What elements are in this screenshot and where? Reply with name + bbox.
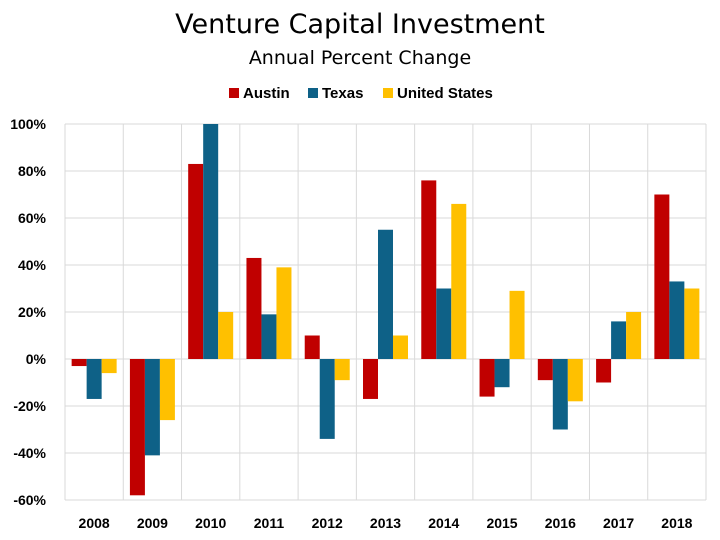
bar-austin-2012: [304, 335, 320, 359]
chart-subtitle: Annual Percent Change: [249, 47, 471, 69]
bar-texas-2018: [669, 281, 685, 359]
y-tick-label: 100%: [10, 116, 46, 132]
bar-austin-2018: [654, 194, 670, 359]
x-tick-label: 2012: [312, 515, 343, 531]
bar-united-states-2015: [509, 290, 525, 359]
x-tick-label: 2015: [486, 515, 517, 531]
bar-austin-2011: [246, 257, 262, 359]
bar-texas-2016: [552, 359, 568, 430]
y-tick-label: 40%: [18, 257, 47, 273]
bar-texas-2017: [611, 321, 627, 359]
bar-united-states-2010: [218, 312, 234, 359]
x-axis: 2008 2009 2010 2011 2012 2013 2014 2015 2016 2017…: [79, 515, 693, 531]
bar-united-states-2016: [567, 359, 583, 402]
bar-austin-2010: [188, 163, 204, 359]
bar-austin-2008: [71, 359, 87, 367]
legend-swatch-austin: [229, 88, 239, 98]
bar-texas-2015: [494, 359, 510, 388]
bar-texas-2014: [436, 288, 452, 359]
x-tick-label: 2010: [195, 515, 226, 531]
x-tick-label: 2014: [428, 515, 459, 531]
x-tick-label: 2016: [545, 515, 576, 531]
x-tick-label: 2009: [137, 515, 168, 531]
bar-united-states-2008: [101, 359, 117, 374]
chart-title: Venture Capital Investment: [175, 9, 545, 40]
bar-united-states-2012: [334, 359, 350, 381]
y-tick-label: 60%: [18, 210, 47, 226]
bar-united-states-2017: [626, 312, 642, 359]
y-tick-label: 20%: [18, 304, 47, 320]
bar-united-states-2014: [451, 203, 467, 359]
bar-texas-2011: [261, 314, 277, 359]
bar-austin-2014: [421, 180, 437, 359]
x-tick-label: 2017: [603, 515, 634, 531]
legend-swatch-texas: [308, 88, 318, 98]
y-tick-label: -40%: [13, 445, 46, 461]
bars: [71, 124, 700, 496]
y-axis: -60% -40% -20% 0% 20% 40% 60% 80% 100%: [10, 116, 46, 508]
bar-austin-2013: [363, 359, 378, 399]
bar-austin-2016: [537, 359, 553, 381]
x-tick-label: 2018: [661, 515, 692, 531]
y-tick-label: -20%: [13, 398, 46, 414]
x-tick-label: 2013: [370, 515, 401, 531]
bar-united-states-2011: [276, 267, 292, 359]
bar-austin-2009: [129, 359, 145, 496]
y-tick-label: 0%: [26, 351, 47, 367]
bar-texas-2008: [86, 359, 102, 399]
bar-texas-2009: [144, 359, 160, 456]
legend-swatch-united-states: [383, 88, 393, 98]
x-tick-label: 2008: [79, 515, 110, 531]
bar-austin-2015: [479, 359, 495, 397]
y-tick-label: -60%: [13, 492, 46, 508]
legend-label-texas: Texas: [322, 85, 363, 102]
x-tick-label: 2011: [254, 515, 285, 531]
bar-texas-2012: [319, 359, 335, 439]
y-tick-label: 80%: [18, 163, 47, 179]
bar-united-states-2018: [684, 288, 700, 359]
bar-united-states-2013: [393, 335, 408, 359]
bar-texas-2010: [203, 124, 219, 359]
bar-texas-2013: [378, 229, 393, 359]
legend-label-united-states: United States: [397, 85, 493, 102]
bar-united-states-2009: [159, 359, 175, 421]
legend: Austin Texas United States: [229, 85, 493, 102]
legend-label-austin: Austin: [243, 85, 290, 102]
bar-austin-2017: [596, 359, 612, 383]
